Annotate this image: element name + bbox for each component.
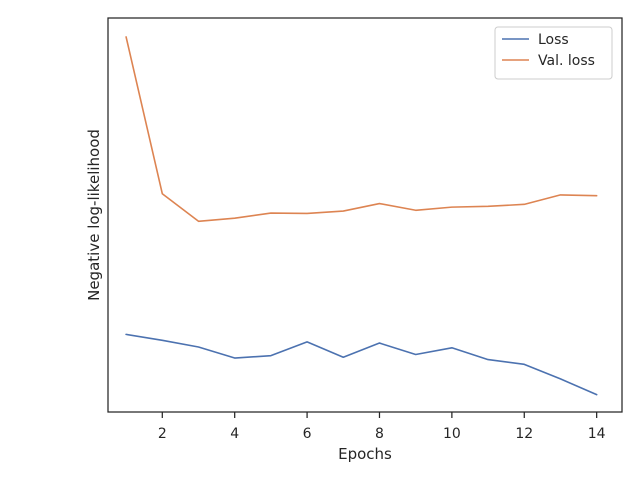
y-axis-label: Negative log-likelihood bbox=[85, 129, 103, 301]
x-axis: 2 4 6 8 10 12 14 bbox=[158, 412, 606, 442]
legend-box bbox=[494, 26, 613, 80]
x-axis-label: Epochs bbox=[338, 445, 392, 463]
series-line-1 bbox=[125, 36, 598, 223]
series-line-0 bbox=[125, 333, 598, 396]
x-tick-label: 14 bbox=[588, 426, 606, 442]
legend-label-0: Loss bbox=[538, 32, 569, 48]
series-layer bbox=[125, 36, 598, 396]
x-tick-label: 10 bbox=[443, 426, 461, 442]
x-tick-label: 4 bbox=[230, 426, 239, 442]
plot-frame bbox=[107, 17, 623, 413]
x-tick-label: 8 bbox=[375, 426, 384, 442]
x-tick-label: 12 bbox=[515, 426, 533, 442]
x-tick-label: 2 bbox=[158, 426, 167, 442]
legend-label-1: Val. loss bbox=[538, 53, 595, 69]
x-tick-label: 6 bbox=[303, 426, 312, 442]
legend: Loss Val. loss bbox=[494, 26, 613, 80]
